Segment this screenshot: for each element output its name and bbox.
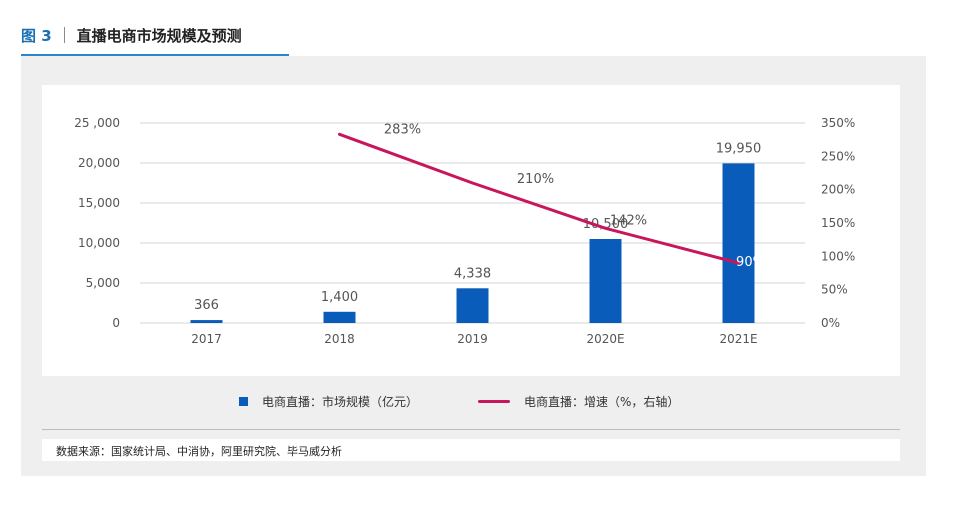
bar-value-label: 1,400 (321, 290, 358, 305)
line-value-label: 90% (736, 255, 765, 270)
line-value-label: 142% (610, 213, 647, 228)
bar-value-label: 4,338 (454, 266, 491, 281)
y-left-tick-label: 20,000 (78, 156, 120, 170)
y-right-tick-label: 200% (821, 183, 855, 197)
figure-title: 直播电商市场规模及预测 (76, 26, 242, 45)
y-left-tick-label: 0 (112, 316, 120, 330)
bar (722, 163, 755, 323)
legend-line-label: 电商直播：增速（%，右轴） (524, 395, 680, 409)
source-box: 数据来源：国家统计局、中消协，阿里研究院、毕马威分析 (42, 439, 900, 461)
source-note: 数据来源：国家统计局、中消协，阿里研究院、毕马威分析 (56, 445, 342, 458)
legend-bar-swatch (239, 397, 248, 406)
bar-value-label: 366 (194, 298, 219, 313)
source-divider (42, 429, 900, 430)
y-right-tick-label: 350% (821, 116, 855, 130)
legend-line-swatch (478, 400, 510, 403)
legend-bar-label: 电商直播：市场规模（亿元） (262, 395, 419, 409)
x-tick-label: 2021E (719, 332, 757, 346)
y-right-tick-label: 250% (821, 149, 855, 163)
bar-value-label: 19,950 (716, 141, 762, 156)
x-tick-label: 2019 (457, 332, 488, 346)
bar (456, 288, 489, 323)
y-left-tick-label: 10,000 (78, 236, 120, 250)
y-left-tick-label: 15,000 (78, 196, 120, 210)
line-value-label: 210% (517, 172, 554, 187)
bar-value-label: 10,500 (583, 217, 629, 232)
bar (589, 239, 622, 323)
y-left-tick-label: 5,000 (86, 276, 120, 290)
line-value-label: 283% (384, 122, 421, 137)
legend-item-bar: 电商直播：市场规模（亿元） (239, 393, 418, 410)
x-tick-label: 2017 (191, 332, 222, 346)
y-right-tick-label: 150% (821, 216, 855, 230)
growth-line (338, 132, 740, 265)
figure-number: 图 3 (21, 26, 52, 45)
figure-header: 图 3 直播电商市场规模及预测 (21, 24, 242, 46)
header-divider (63, 27, 65, 43)
bar (190, 320, 223, 323)
chart-area: 0 5,000 10,000 15,000 20,000 25 ,000 0% 50% 100%… (42, 85, 900, 376)
legend-item-line: 电商直播：增速（%，右轴） (478, 393, 679, 410)
y-right-tick-label: 50% (821, 283, 848, 297)
y-right-tick-label: 0% (821, 316, 840, 330)
legend: 电商直播：市场规模（亿元） 电商直播：增速（%，右轴） (0, 393, 969, 413)
x-tick-label: 2018 (324, 332, 355, 346)
x-tick-label: 2020E (586, 332, 624, 346)
bar (323, 311, 356, 323)
combo-chart: 0 5,000 10,000 15,000 20,000 25 ,000 0% 50% 100%… (74, 116, 855, 346)
y-left-tick-label: 25 ,000 (74, 116, 120, 130)
y-right-tick-label: 100% (821, 249, 855, 263)
